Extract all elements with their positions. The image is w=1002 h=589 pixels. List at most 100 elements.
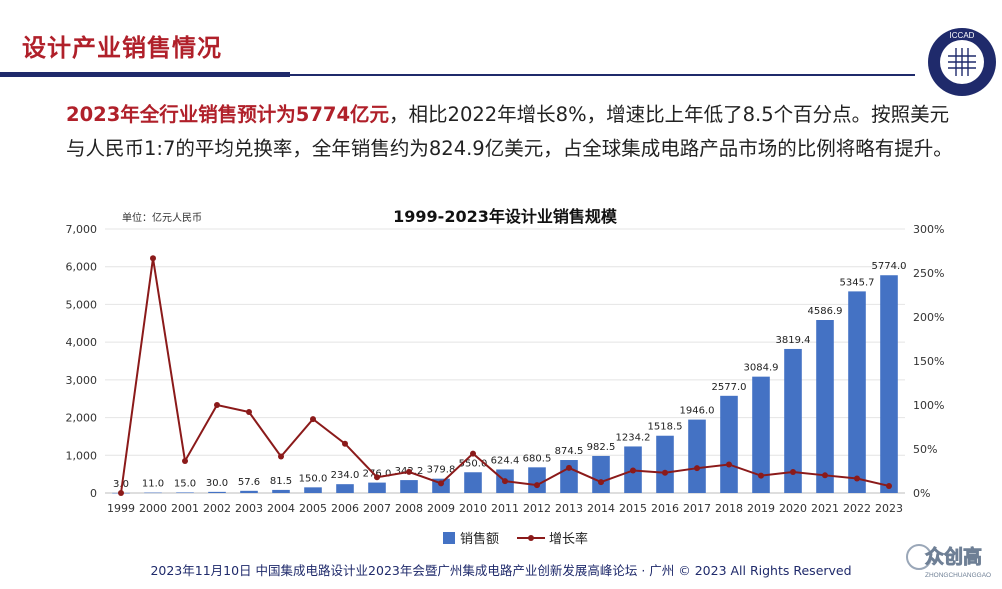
bar-value-label: 680.5 <box>523 453 552 464</box>
right-tick-label: 200% <box>913 311 944 324</box>
legend-bar-swatch <box>443 532 455 544</box>
left-tick-label: 0 <box>90 487 97 500</box>
growth-point <box>886 482 892 489</box>
watermark-logo: 众创高 ZHONGCHUANGGAO <box>906 544 991 579</box>
intro-paragraph: 2023年全行业销售预计为5774亿元，相比2022年增长8%，增速比上年低了8… <box>66 98 966 166</box>
growth-point <box>726 461 732 468</box>
x-tick-label: 2019 <box>747 502 775 515</box>
x-tick-label: 2023 <box>875 502 903 515</box>
x-tick-label: 2016 <box>651 502 679 515</box>
x-tick-label: 2012 <box>523 502 551 515</box>
bar-value-label: 234.0 <box>331 470 360 481</box>
legend-line-label: 增长率 <box>549 531 588 547</box>
x-tick-label: 2010 <box>459 502 487 515</box>
x-tick-label: 2009 <box>427 502 455 515</box>
bar-value-label: 3.0 <box>113 479 129 490</box>
x-tick-label: 2011 <box>491 502 519 515</box>
x-tick-label: 2005 <box>299 502 327 515</box>
bar-value-label: 5345.7 <box>840 277 875 288</box>
footer-text: 2023年11月10日 中国集成电路设计业2023年会暨广州集成电路产业创新发展… <box>150 563 852 578</box>
x-tick-label: 2018 <box>715 502 743 515</box>
chart-legend: 销售额 增长率 <box>443 531 588 547</box>
bar <box>656 435 674 493</box>
header-rule <box>0 74 915 76</box>
legend-bar-label: 销售额 <box>460 531 499 547</box>
growth-point <box>182 457 188 464</box>
growth-point <box>694 465 700 472</box>
iccad-logo: ICCAD <box>928 28 996 96</box>
bar-value-label: 15.0 <box>174 478 196 489</box>
bar-value-label: 1518.5 <box>648 422 683 433</box>
growth-point <box>374 474 380 481</box>
bar-value-label: 11.0 <box>142 479 164 490</box>
bar <box>272 489 290 493</box>
growth-point <box>502 478 508 485</box>
svg-text:ICCAD: ICCAD <box>950 31 975 40</box>
bar-value-label: 3819.4 <box>776 335 811 346</box>
left-tick-label: 6,000 <box>66 261 98 274</box>
bar <box>816 320 834 493</box>
bar <box>560 460 578 493</box>
x-axis: 1999 2000 2001 2002 2003 2004 2005 2006 2007 2008… <box>107 502 903 515</box>
sales-chart: 1999-2023年设计业销售规模 单位：亿元人民币 0 1,000 2,000 3,… <box>66 207 945 547</box>
x-tick-label: 2007 <box>363 502 391 515</box>
growth-point <box>758 472 764 479</box>
bar <box>368 482 386 493</box>
x-tick-label: 2004 <box>267 502 295 515</box>
bar <box>848 291 866 493</box>
growth-point <box>438 480 444 487</box>
bar <box>176 492 194 493</box>
bar <box>720 395 738 493</box>
x-tick-label: 2014 <box>587 502 615 515</box>
bar-value-label: 550.0 <box>459 458 488 469</box>
x-tick-label: 2022 <box>843 502 871 515</box>
bar-value-label: 5774.0 <box>872 261 907 272</box>
bar-value-label: 30.0 <box>206 478 228 489</box>
bar <box>144 492 162 494</box>
growth-point <box>598 479 604 486</box>
growth-point <box>662 469 668 476</box>
chart-title: 1999-2023年设计业销售规模 <box>393 207 618 226</box>
bar-value-label: 81.5 <box>270 476 292 487</box>
chart-unit-label: 单位：亿元人民币 <box>122 211 202 224</box>
bar-value-label: 624.4 <box>491 455 520 466</box>
growth-point <box>150 255 156 262</box>
growth-point <box>406 468 412 475</box>
x-tick-label: 2020 <box>779 502 807 515</box>
left-tick-label: 7,000 <box>66 223 98 236</box>
growth-point <box>342 440 348 447</box>
bar-value-label: 150.0 <box>299 473 328 484</box>
bar-value-label: 2577.0 <box>712 382 747 393</box>
right-tick-label: 100% <box>913 399 944 412</box>
x-tick-label: 2015 <box>619 502 647 515</box>
x-tick-label: 2017 <box>683 502 711 515</box>
right-tick-label: 250% <box>913 267 944 280</box>
x-tick-label: 2000 <box>139 502 167 515</box>
left-tick-label: 5,000 <box>66 298 98 311</box>
growth-point <box>822 472 828 479</box>
x-tick-label: 2021 <box>811 502 839 515</box>
growth-point <box>214 402 220 408</box>
growth-point <box>246 409 252 416</box>
bar-value-label: 982.5 <box>587 442 616 453</box>
bar <box>688 419 706 493</box>
growth-point <box>630 467 636 474</box>
growth-line-series <box>118 255 892 496</box>
right-tick-label: 150% <box>913 355 944 368</box>
bar <box>208 491 226 493</box>
bar-value-label: 3084.9 <box>744 363 779 374</box>
bar-value-label: 57.6 <box>238 477 260 488</box>
growth-point <box>790 469 796 476</box>
left-tick-label: 1,000 <box>66 449 98 462</box>
bar-value-label: 1234.2 <box>616 432 651 443</box>
bar-value-label: 1946.0 <box>680 406 715 417</box>
right-tick-label: 300% <box>913 223 944 236</box>
x-tick-label: 2001 <box>171 502 199 515</box>
bar-value-label: 4586.9 <box>808 306 843 317</box>
growth-point <box>854 475 860 482</box>
growth-point <box>310 416 316 423</box>
growth-point <box>534 482 540 489</box>
bar-value-label: 874.5 <box>555 446 584 457</box>
header-rule-accent <box>0 72 290 77</box>
right-tick-label: 0% <box>913 487 930 500</box>
